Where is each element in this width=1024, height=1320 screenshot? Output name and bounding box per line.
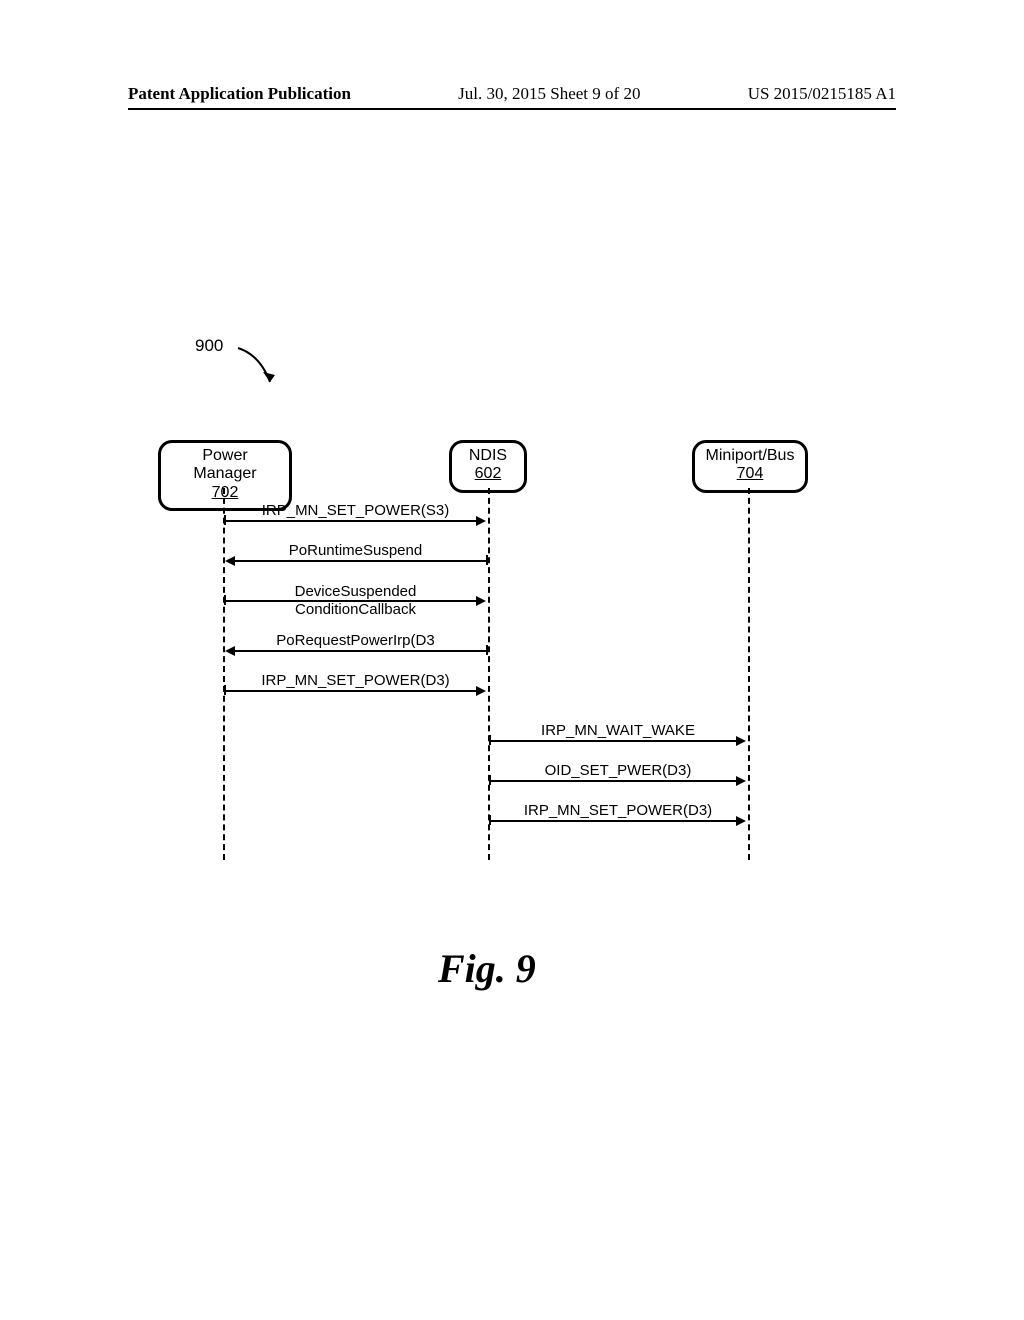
msg-2-line — [233, 560, 486, 562]
msg-4-arrow — [225, 646, 235, 656]
msg-1-line — [226, 520, 478, 522]
msg-5-line — [226, 690, 478, 692]
msg-6-tick — [489, 735, 491, 745]
header-left: Patent Application Publication — [128, 84, 351, 104]
msg-3-tick — [224, 595, 226, 605]
msg-5-arrow — [476, 686, 486, 696]
msg-8-arrow — [736, 816, 746, 826]
sequence-diagram: Power Manager 702 NDIS 602 Miniport/Bus … — [168, 440, 868, 870]
msg-5-label: IRP_MN_SET_POWER(D3) — [228, 672, 483, 689]
msg-8-line — [491, 820, 738, 822]
figure-number-label: 900 — [195, 336, 223, 356]
lifeline-pm — [223, 488, 225, 860]
header-center: Jul. 30, 2015 Sheet 9 of 20 — [458, 84, 640, 104]
msg-8-tick — [489, 815, 491, 825]
msg-7-label: OID_SET_PWER(D3) — [493, 762, 743, 779]
msg-2-arrow — [225, 556, 235, 566]
lifeline-mb — [748, 488, 750, 860]
msg-6-arrow — [736, 736, 746, 746]
msg-4-line — [233, 650, 486, 652]
msg-7-tick — [489, 775, 491, 785]
msg-5-tick — [224, 685, 226, 695]
msg-3-label-top: DeviceSuspended — [228, 583, 483, 600]
lifeline-title-mb: Miniport/Bus — [703, 447, 797, 465]
msg-7-arrow — [736, 776, 746, 786]
lifeline-ndis — [488, 488, 490, 860]
msg-6-line — [491, 740, 738, 742]
header-right: US 2015/0215185 A1 — [748, 84, 896, 104]
figure-number-arrow — [230, 340, 290, 400]
msg-3-arrow — [476, 596, 486, 606]
lifeline-ref-mb: 704 — [703, 465, 797, 483]
header-rule — [128, 108, 896, 110]
lifeline-title-pm: Power Manager — [169, 447, 281, 484]
msg-2-label: PoRuntimeSuspend — [228, 542, 483, 559]
msg-7-line — [491, 780, 738, 782]
msg-4-tick — [486, 645, 488, 655]
lifeline-box-miniport: Miniport/Bus 704 — [692, 440, 808, 493]
lifeline-box-ndis: NDIS 602 — [449, 440, 527, 493]
lifeline-ref-pm: 702 — [169, 484, 281, 502]
lifeline-title-ndis: NDIS — [460, 447, 516, 465]
msg-3-label-bot: ConditionCallback — [228, 601, 483, 618]
msg-4-label: PoRequestPowerIrp(D3 — [228, 632, 483, 649]
lifeline-ref-ndis: 602 — [460, 465, 516, 483]
msg-1-tick — [224, 515, 226, 525]
msg-6-label: IRP_MN_WAIT_WAKE — [493, 722, 743, 739]
page-header: Patent Application Publication Jul. 30, … — [0, 84, 1024, 104]
msg-1-arrow — [476, 516, 486, 526]
msg-8-label: IRP_MN_SET_POWER(D3) — [493, 802, 743, 819]
msg-2-tick — [486, 555, 488, 565]
lifeline-box-power-manager: Power Manager 702 — [158, 440, 292, 511]
figure-caption: Fig. 9 — [438, 945, 536, 992]
msg-1-label: IRP_MN_SET_POWER(S3) — [228, 502, 483, 519]
